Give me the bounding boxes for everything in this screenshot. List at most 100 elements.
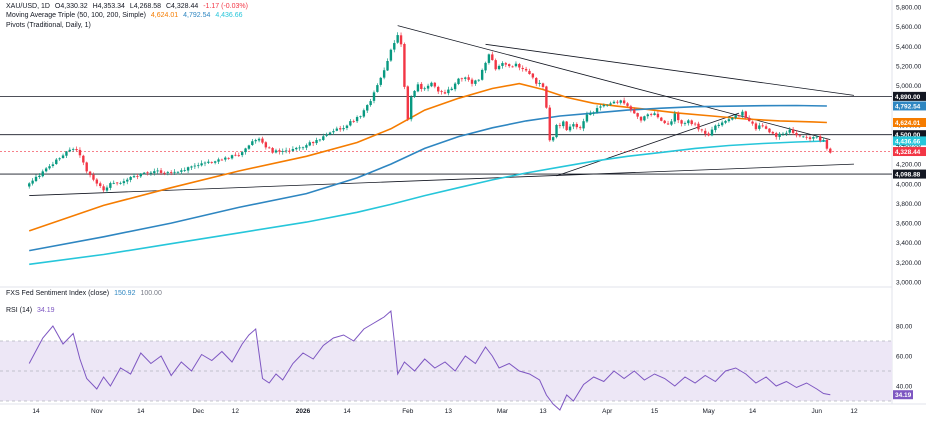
candle-body[interactable] xyxy=(359,116,362,118)
candle-body[interactable] xyxy=(541,83,545,87)
candle-body[interactable] xyxy=(785,132,788,134)
candle-body[interactable] xyxy=(393,43,396,50)
trendline[interactable] xyxy=(485,43,855,96)
symbol-label[interactable]: XAU/USD, 1D xyxy=(6,3,50,10)
candle-body[interactable] xyxy=(450,88,453,91)
candle-body[interactable] xyxy=(339,128,342,130)
candle-body[interactable] xyxy=(585,114,589,122)
candle-body[interactable] xyxy=(578,127,582,129)
rsi-indicator-name[interactable]: RSI (14) xyxy=(6,307,33,314)
candle-body[interactable] xyxy=(741,111,744,116)
candle-body[interactable] xyxy=(153,171,156,174)
candle-body[interactable] xyxy=(504,63,508,65)
candle-body[interactable] xyxy=(186,167,190,171)
candle-body[interactable] xyxy=(197,165,200,167)
candle-body[interactable] xyxy=(416,84,420,92)
candle-body[interactable] xyxy=(524,68,528,71)
candle-body[interactable] xyxy=(724,120,727,123)
candle-body[interactable] xyxy=(399,35,403,45)
candle-body[interactable] xyxy=(761,125,764,127)
candle-body[interactable] xyxy=(707,133,710,136)
candle-body[interactable] xyxy=(568,126,572,131)
pivots-indicator-name[interactable]: Pivots (Traditional, Daily, 1) xyxy=(6,22,91,29)
candle-body[interactable] xyxy=(102,186,105,191)
candle-body[interactable] xyxy=(115,182,119,184)
candle-body[interactable] xyxy=(362,110,366,117)
candle-body[interactable] xyxy=(829,148,832,153)
candle-body[interactable] xyxy=(146,172,149,174)
candle-body[interactable] xyxy=(159,170,163,173)
candle-body[interactable] xyxy=(230,155,234,159)
trendline[interactable] xyxy=(397,25,831,140)
candle-body[interactable] xyxy=(822,140,825,141)
candle-body[interactable] xyxy=(646,114,649,117)
candle-body[interactable] xyxy=(470,79,474,84)
candle-body[interactable] xyxy=(612,101,616,104)
candle-body[interactable] xyxy=(132,176,136,178)
candle-body[interactable] xyxy=(818,136,822,141)
candle-body[interactable] xyxy=(163,172,166,174)
candle-body[interactable] xyxy=(376,85,379,92)
candle-body[interactable] xyxy=(477,79,480,81)
candle-body[interactable] xyxy=(325,134,328,136)
candle-body[interactable] xyxy=(213,161,217,163)
candle-body[interactable] xyxy=(234,154,237,156)
candle-body[interactable] xyxy=(737,115,741,117)
candle-body[interactable] xyxy=(386,60,389,71)
candle-body[interactable] xyxy=(622,100,626,104)
candle-body[interactable] xyxy=(311,142,315,144)
candle-body[interactable] xyxy=(298,147,301,149)
candle-body[interactable] xyxy=(271,148,274,153)
candle-body[interactable] xyxy=(328,132,332,135)
candle-body[interactable] xyxy=(687,120,690,124)
candle-body[interactable] xyxy=(575,124,578,128)
candle-body[interactable] xyxy=(349,121,352,126)
candle-body[interactable] xyxy=(139,173,142,177)
candle-body[interactable] xyxy=(677,113,680,121)
candle-body[interactable] xyxy=(764,126,768,129)
candle-body[interactable] xyxy=(758,125,761,129)
candle-body[interactable] xyxy=(778,133,781,137)
candle-body[interactable] xyxy=(535,77,538,84)
candle-body[interactable] xyxy=(700,129,704,131)
candle-body[interactable] xyxy=(420,83,423,89)
candle-body[interactable] xyxy=(382,70,386,78)
candle-body[interactable] xyxy=(75,149,78,151)
candle-body[interactable] xyxy=(798,135,802,137)
candle-body[interactable] xyxy=(768,128,771,133)
candle-body[interactable] xyxy=(295,147,298,150)
candle-body[interactable] xyxy=(173,171,176,173)
candle-body[interactable] xyxy=(268,147,271,149)
candle-body[interactable] xyxy=(261,138,264,143)
candle-body[interactable] xyxy=(352,121,355,122)
candle-body[interactable] xyxy=(281,151,284,152)
candle-body[interactable] xyxy=(78,149,82,156)
candle-body[interactable] xyxy=(582,121,585,129)
candle-body[interactable] xyxy=(487,54,491,63)
candle-body[interactable] xyxy=(754,123,758,130)
candle-body[interactable] xyxy=(372,92,376,101)
candle-body[interactable] xyxy=(409,97,413,120)
candle-body[interactable] xyxy=(710,129,714,136)
candle-body[interactable] xyxy=(85,162,88,172)
candle-body[interactable] xyxy=(508,64,511,67)
candle-body[interactable] xyxy=(149,172,153,174)
candle-body[interactable] xyxy=(457,78,460,84)
candle-body[interactable] xyxy=(318,139,322,141)
candle-body[interactable] xyxy=(403,43,406,87)
candle-body[interactable] xyxy=(55,159,58,165)
rsi-line[interactable] xyxy=(28,309,831,411)
candle-body[interactable] xyxy=(606,104,609,106)
candle-body[interactable] xyxy=(744,111,747,118)
candle-body[interactable] xyxy=(751,121,754,124)
candle-body[interactable] xyxy=(31,180,34,184)
ma-indicator-name[interactable]: Moving Average Triple (50, 100, 200, Sim… xyxy=(6,12,146,19)
candle-body[interactable] xyxy=(643,116,646,121)
candle-body[interactable] xyxy=(210,162,213,163)
candle-body[interactable] xyxy=(788,129,791,133)
candle-body[interactable] xyxy=(494,60,497,70)
candle-body[interactable] xyxy=(274,150,278,153)
candle-body[interactable] xyxy=(122,181,126,184)
candle-body[interactable] xyxy=(775,133,778,137)
